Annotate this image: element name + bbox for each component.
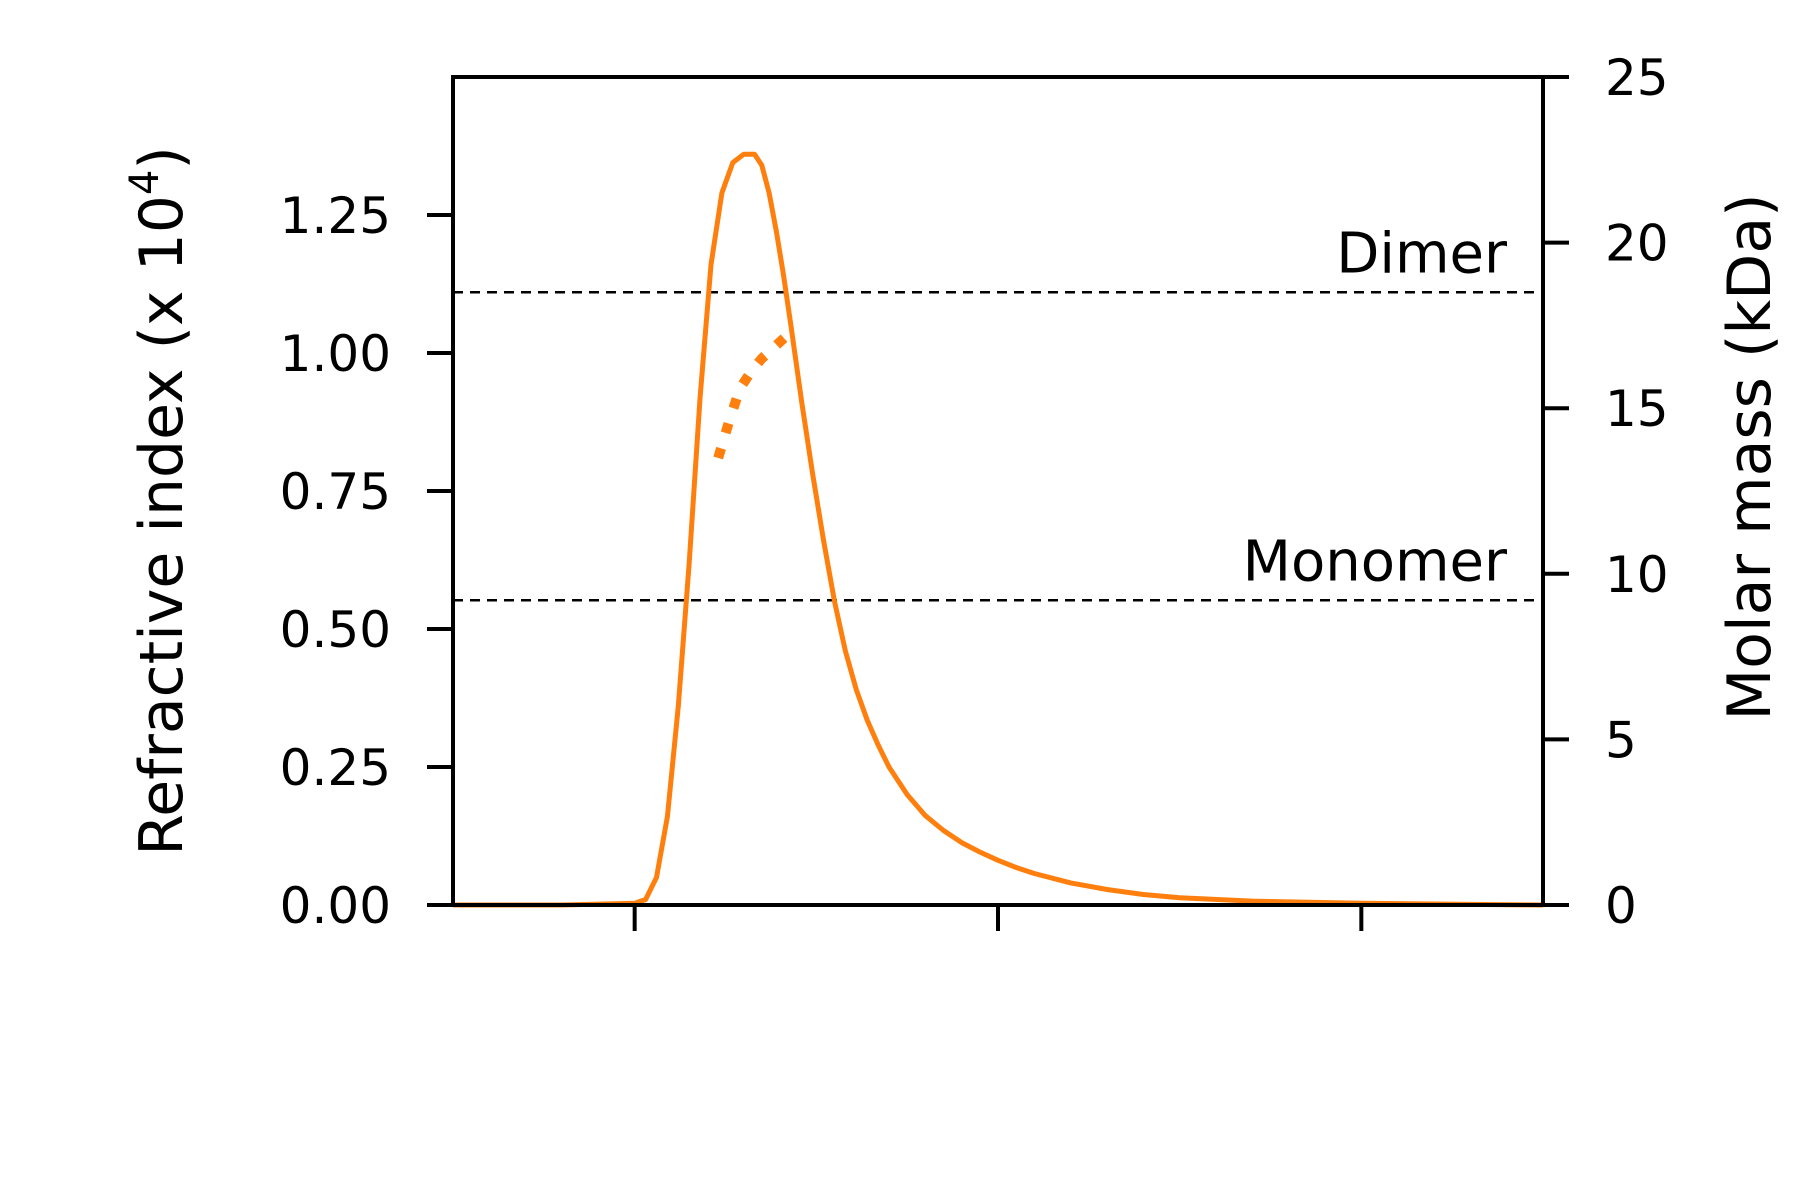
y-tick-label: 1.00: [280, 325, 391, 383]
series-layer: [453, 151, 1544, 908]
y-tick-label: 1.25: [280, 187, 391, 245]
y2-tick-label: 20: [1605, 215, 1669, 273]
y2-axis-ticks: 0 5 10 15 20 25: [1543, 49, 1669, 935]
reference-labels: Dimer Monomer: [1243, 221, 1508, 594]
y-axis-title-main: Refractive index (x 10: [127, 195, 197, 856]
y2-axis-title: Molar mass (kDa): [1715, 194, 1785, 721]
series-line-dotted: [713, 328, 795, 460]
y-tick-label: 0.00: [280, 877, 391, 935]
y2-tick-label: 10: [1605, 546, 1669, 604]
y-tick-label: 0.50: [280, 601, 391, 659]
y2-tick-label: 5: [1605, 711, 1637, 769]
reference-label-monomer: Monomer: [1243, 529, 1508, 594]
y-axis-title-superscript: 4: [122, 170, 168, 195]
y2-tick-label: 15: [1605, 380, 1669, 438]
y-axis-title: Refractive index (x 104): [122, 146, 197, 856]
plot-frame: [451, 75, 1545, 907]
reference-lines: [453, 291, 1543, 602]
reference-label-dimer: Dimer: [1336, 221, 1508, 286]
y-tick-label: 0.75: [280, 463, 391, 521]
series-line-solid: [453, 151, 1544, 908]
y-axis-title-suffix: ): [127, 146, 197, 169]
x-axis-ticks: [632, 905, 1364, 931]
y-axis-ticks: 0.00 0.25 0.50 0.75 1.00 1.25: [280, 187, 453, 935]
y2-tick-label: 25: [1605, 49, 1669, 107]
y2-tick-label: 0: [1605, 877, 1637, 935]
y-tick-label: 0.25: [280, 739, 391, 797]
